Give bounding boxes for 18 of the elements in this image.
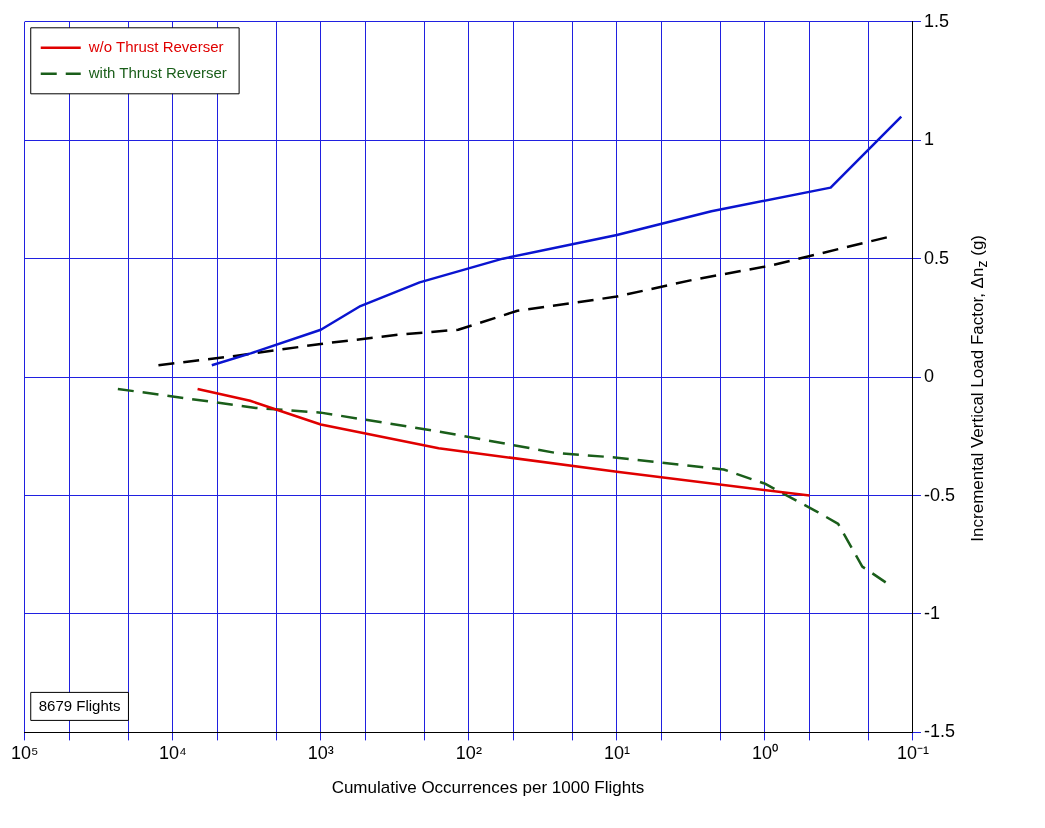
legend-label: with Thrust Reverser [87, 63, 227, 81]
annotation: 8679 Flights [38, 696, 121, 714]
x-tick-label: 10⁻¹ [896, 743, 929, 764]
x-tick-label: 10⁵ [11, 743, 39, 764]
y-tick-label: -1 [923, 602, 940, 623]
x-tick-label: 10² [455, 743, 482, 764]
x-tick-label: 10³ [307, 743, 334, 764]
legend-label: w/o Thrust Reverser [87, 37, 224, 55]
x-tick-label: 10¹ [603, 743, 630, 764]
y-tick-label: 0 [923, 366, 934, 387]
y-tick-label: -1.5 [923, 721, 956, 742]
y-tick-label: 1 [923, 129, 934, 150]
y-tick-label: 1.5 [923, 10, 950, 31]
y-tick-label: 0.5 [923, 247, 950, 268]
x-tick-label: 10⁴ [158, 743, 187, 764]
y-tick-label: -0.5 [923, 484, 956, 505]
x-axis-title: Cumulative Occurrences per 1000 Flights [331, 778, 645, 798]
x-tick-label: 10⁰ [751, 743, 778, 764]
